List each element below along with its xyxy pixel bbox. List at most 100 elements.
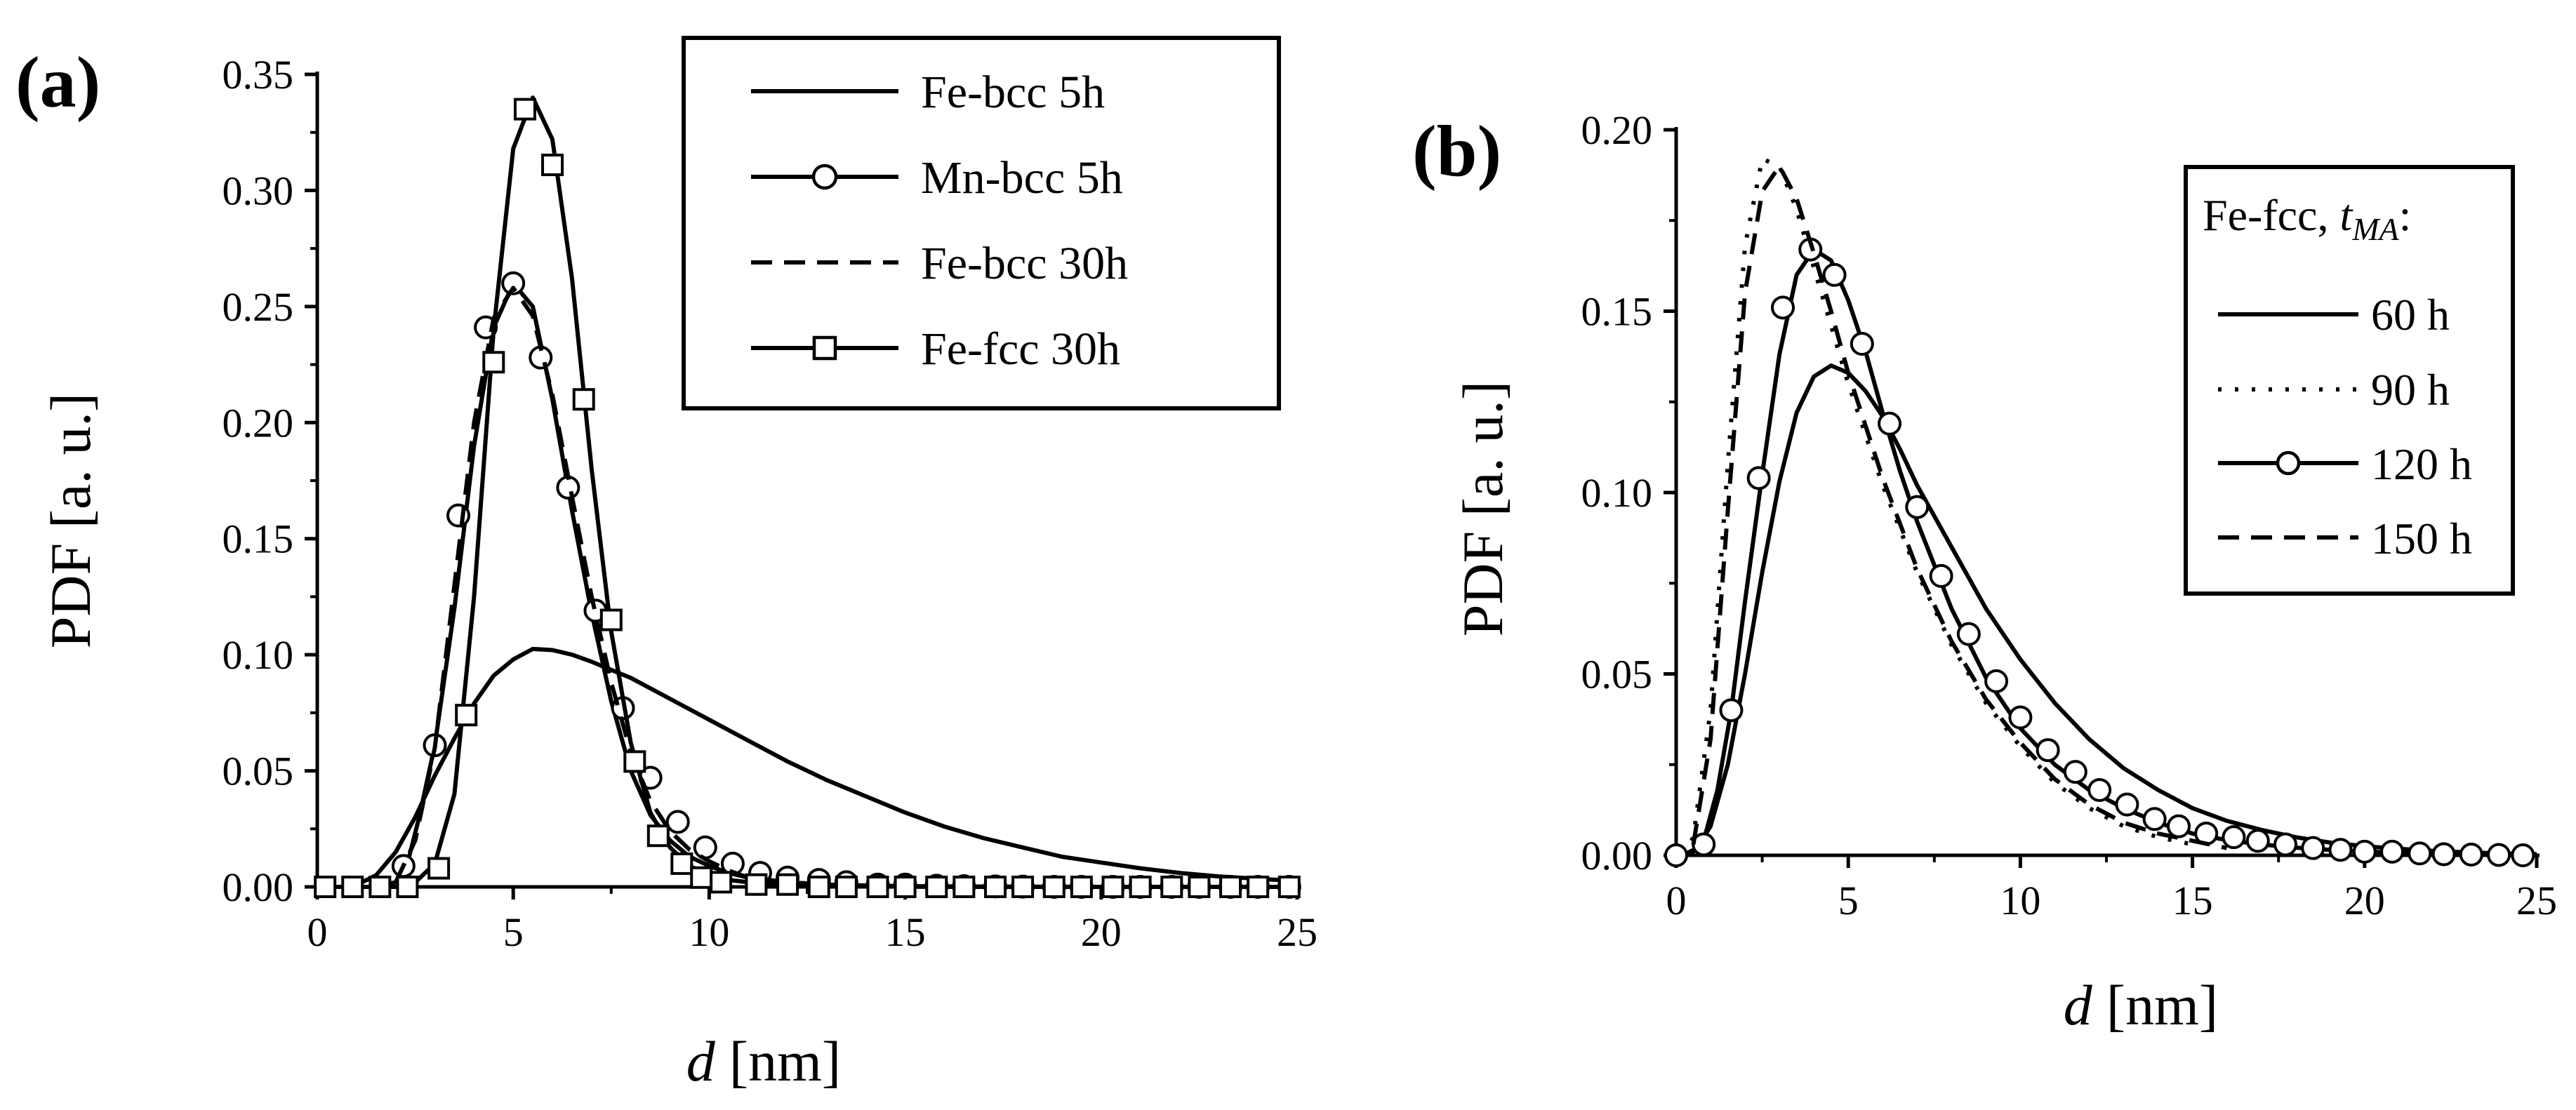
marker-mn-bcc-5h <box>665 810 690 834</box>
marker-120-h <box>2245 829 2270 853</box>
marker-fe-fcc-30h <box>482 351 505 374</box>
marker-120-h <box>2431 842 2456 867</box>
marker-fe-fcc-30h <box>455 704 478 727</box>
marker-fe-fcc-30h <box>952 876 976 898</box>
panel-a-legend: Fe-bcc 5h Mn-bcc 5h Fe-bcc 30h Fe-fcc 30… <box>682 36 1281 410</box>
pa-x-tick-label: 0 <box>307 909 328 955</box>
pa-x-tick-label: 20 <box>1081 909 1122 955</box>
pb-x-tick-label: 10 <box>2000 878 2040 923</box>
legend-title-sub: MA <box>2351 211 2399 247</box>
legend-label-90h: 90 h <box>2371 365 2450 415</box>
pa-y-tick-label: 0.10 <box>223 632 294 678</box>
marker-120-h <box>1878 411 1902 436</box>
legend-item-fe-bcc-30h: Fe-bcc 30h <box>751 238 1128 289</box>
marker-fe-fcc-30h <box>599 608 623 631</box>
series-line-fe-bcc-30h <box>393 286 905 889</box>
pb-x-tick-label: 0 <box>1666 878 1687 923</box>
pb-y-tick-label: 0.00 <box>1581 833 1653 878</box>
legend-item-60h: 60 h <box>2218 290 2450 340</box>
panel-b-legend-title: Fe-fcc, tMA: <box>2203 190 2411 247</box>
pa-y-tick-label: 0.30 <box>223 168 294 213</box>
marker-fe-fcc-30h <box>1070 876 1093 898</box>
series-line-150-h <box>1691 163 2228 850</box>
legend-item-fe-bcc-5h: Fe-bcc 5h <box>751 67 1105 118</box>
pa-y-tick-label: 0.15 <box>223 516 294 562</box>
legend-item-fe-fcc-30h: Fe-fcc 30h <box>751 323 1120 375</box>
marker-120-h <box>2273 832 2298 857</box>
marker-120-h <box>1692 832 1716 857</box>
series-line-fe-bcc-5h <box>351 646 1298 889</box>
pa-x-tick-label: 25 <box>1277 909 1317 955</box>
series-line-90-h <box>1681 156 2193 857</box>
marker-120-h <box>2487 843 2511 867</box>
panel-a-label: (a) <box>15 42 100 123</box>
legend-marker-120h <box>2276 450 2301 476</box>
panel-b-ylabel: PDF [a. u.] <box>1451 381 1515 636</box>
legend-label-fe-fcc-30h: Fe-fcc 30h <box>921 323 1120 375</box>
marker-fe-fcc-30h <box>572 388 595 411</box>
pb-x-tick-label: 20 <box>2344 878 2385 923</box>
marker-120-h <box>2459 842 2483 867</box>
marker-120-h <box>1822 262 1847 287</box>
pb-x-tick-label: 15 <box>2172 878 2213 923</box>
marker-fe-fcc-30h <box>1101 876 1124 898</box>
marker-120-h <box>2063 760 2087 784</box>
marker-fe-fcc-30h <box>1247 876 1270 898</box>
legend-label-60h: 60 h <box>2371 290 2450 340</box>
panel-a-plot-area: 0 5 10 15 20 25 0.00 0.05 0.10 0.15 0.20 0.25 0.30 0.… <box>223 52 1318 955</box>
marker-120-h <box>2301 836 2325 860</box>
marker-120-h <box>1929 563 1953 588</box>
legend-title-var: t <box>2339 190 2353 240</box>
pb-x-tick-label: 25 <box>2516 878 2557 923</box>
pb-y-tick-label: 0.05 <box>1581 652 1653 697</box>
panel-a: (a) 0 5 10 15 20 25 0.00 0.05 0.10 0.15 0.20 0.25 0.… <box>15 36 1318 1093</box>
marker-mn-bcc-5h <box>501 271 526 295</box>
legend-marker-fe-fcc-30h <box>812 335 837 361</box>
marker-120-h <box>2222 825 2246 850</box>
legend-label-120h: 120 h <box>2371 439 2472 489</box>
marker-fe-fcc-30h <box>623 750 646 773</box>
marker-fe-fcc-30h <box>745 873 768 896</box>
marker-fe-fcc-30h <box>1277 876 1301 898</box>
marker-fe-fcc-30h <box>646 824 670 848</box>
marker-fe-fcc-30h <box>1011 876 1035 898</box>
marker-120-h <box>2511 843 2535 867</box>
marker-fe-fcc-30h <box>427 857 451 880</box>
panel-b-plot-area: 0 5 10 15 20 25 0.00 0.05 0.10 0.15 0.20 <box>1581 107 2558 923</box>
legend-label-mn-bcc-5h: Mn-bcc 5h <box>921 152 1123 203</box>
marker-120-h <box>2087 777 2112 802</box>
marker-120-h <box>1664 843 1688 867</box>
marker-fe-fcc-30h <box>835 876 858 898</box>
marker-120-h <box>2408 841 2432 866</box>
marker-fe-fcc-30h <box>341 876 364 898</box>
pb-y-tick-label: 0.10 <box>1581 470 1653 516</box>
marker-fe-fcc-30h <box>1042 876 1065 898</box>
pb-x-tick-label: 5 <box>1838 878 1859 923</box>
marker-120-h <box>2036 738 2060 763</box>
marker-fe-fcc-30h <box>670 852 693 875</box>
pa-y-tick-label: 0.00 <box>223 864 294 910</box>
pa-y-tick-label: 0.25 <box>223 284 294 330</box>
panel-a-xlabel-unit: [nm] <box>729 1029 841 1093</box>
marker-120-h <box>1771 295 1795 320</box>
marker-fe-fcc-30h <box>1129 876 1152 898</box>
legend-item-120h: 120 h <box>2218 439 2472 489</box>
marker-fe-fcc-30h <box>807 876 830 898</box>
legend-item-150h: 150 h <box>2218 514 2472 563</box>
panel-b-xlabel: d [nm] <box>2064 973 2218 1037</box>
marker-120-h <box>1956 622 1981 646</box>
marker-fe-fcc-30h <box>369 876 392 898</box>
pa-y-tick-label: 0.20 <box>223 400 294 446</box>
legend-item-mn-bcc-5h: Mn-bcc 5h <box>751 152 1123 203</box>
panel-b-xlabel-var: d <box>2064 973 2093 1037</box>
legend-label-fe-bcc-30h: Fe-bcc 30h <box>921 238 1128 289</box>
marker-fe-fcc-30h <box>513 98 536 121</box>
marker-120-h <box>1850 332 1874 356</box>
legend-label-150h: 150 h <box>2371 514 2472 563</box>
series-line-60-h <box>1682 363 2537 857</box>
pb-y-tick-label: 0.15 <box>1581 289 1653 335</box>
marker-120-h <box>2328 838 2353 862</box>
marker-fe-fcc-30h <box>776 873 799 896</box>
legend-title-suffix: : <box>2399 190 2412 240</box>
